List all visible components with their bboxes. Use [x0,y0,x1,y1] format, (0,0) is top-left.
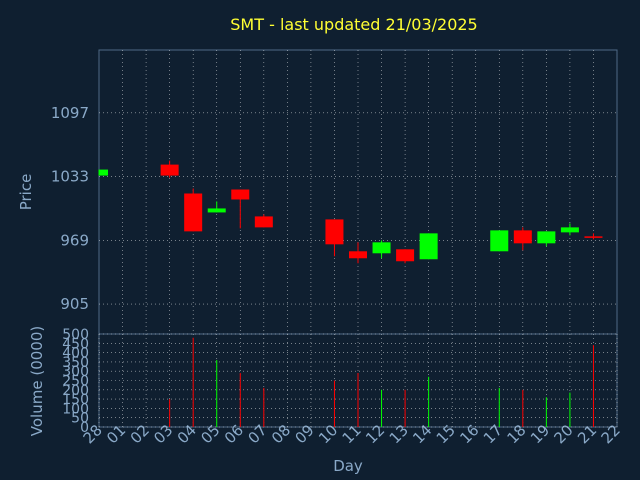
candle-body [560,227,579,233]
volume-axis-label: Volume (0000) [28,326,46,436]
price-tick-label: 905 [60,295,89,313]
price-tick-label: 969 [60,231,89,249]
volume-tick-label: 250 [62,374,89,390]
x-tick-label: 15 [433,421,459,447]
x-tick-label: 08 [268,421,294,447]
candle-body [419,233,438,260]
candle-body [99,169,108,176]
candle-body [537,231,556,244]
x-tick-label: 04 [174,421,200,447]
x-tick-label: 07 [244,421,270,447]
x-axis-label: Day [333,457,363,475]
x-tick-label: 09 [292,421,318,447]
x-tick-label: 16 [456,421,482,447]
volume-tick-label: 200 [62,383,89,399]
candle-body [325,219,344,245]
x-tick-label: 14 [409,421,435,447]
candle-body [349,251,367,259]
x-tick-label: 02 [127,421,153,447]
candle-body [160,164,179,176]
volume-tick-label: 450 [62,336,89,352]
x-tick-label: 13 [386,421,412,447]
candle-body [513,230,532,244]
x-tick-label: 17 [480,421,506,447]
x-tick-label: 01 [103,421,129,447]
x-tick-label: 03 [150,421,176,447]
volume-tick-label: 0 [80,420,89,436]
x-tick-label: 21 [574,421,600,447]
price-tick-label: 1033 [51,168,89,186]
x-tick-label: 22 [598,421,624,447]
volume-tick-label: 100 [62,401,89,417]
candle-body [207,208,226,213]
candle-body [372,242,391,254]
candle-body [584,236,603,238]
x-tick-label: 06 [221,421,247,447]
volume-tick-label: 50 [71,411,89,427]
volume-tick-label: 300 [62,364,89,380]
price-panel: 905 969 1033 1097 [51,49,618,335]
x-tick-label: 20 [551,421,577,447]
x-tick-label: 11 [339,421,365,447]
candle-body [184,193,203,232]
price-axis-label: Price [17,174,35,211]
x-tick-label: 05 [197,421,223,447]
x-tick-label: 18 [503,421,529,447]
candle-body [396,249,415,262]
chart-title: SMT - last updated 21/03/2025 [230,15,477,34]
x-tick-label: 12 [362,421,388,447]
candle-body [254,216,273,228]
volume-tick-label: 400 [62,346,89,362]
price-plot-frame [98,49,618,335]
candle-body [490,230,509,252]
volume-tick-label: 500 [62,327,89,343]
volume-tick-label: 150 [62,392,89,408]
x-tick-label: 19 [527,421,553,447]
candle-body [231,189,250,200]
x-tick-label: 10 [315,421,341,447]
volume-panel: 2801020304050607080910111213141516171819… [62,327,624,447]
volume-tick-label: 350 [62,355,89,371]
price-tick-label: 1097 [51,104,89,122]
